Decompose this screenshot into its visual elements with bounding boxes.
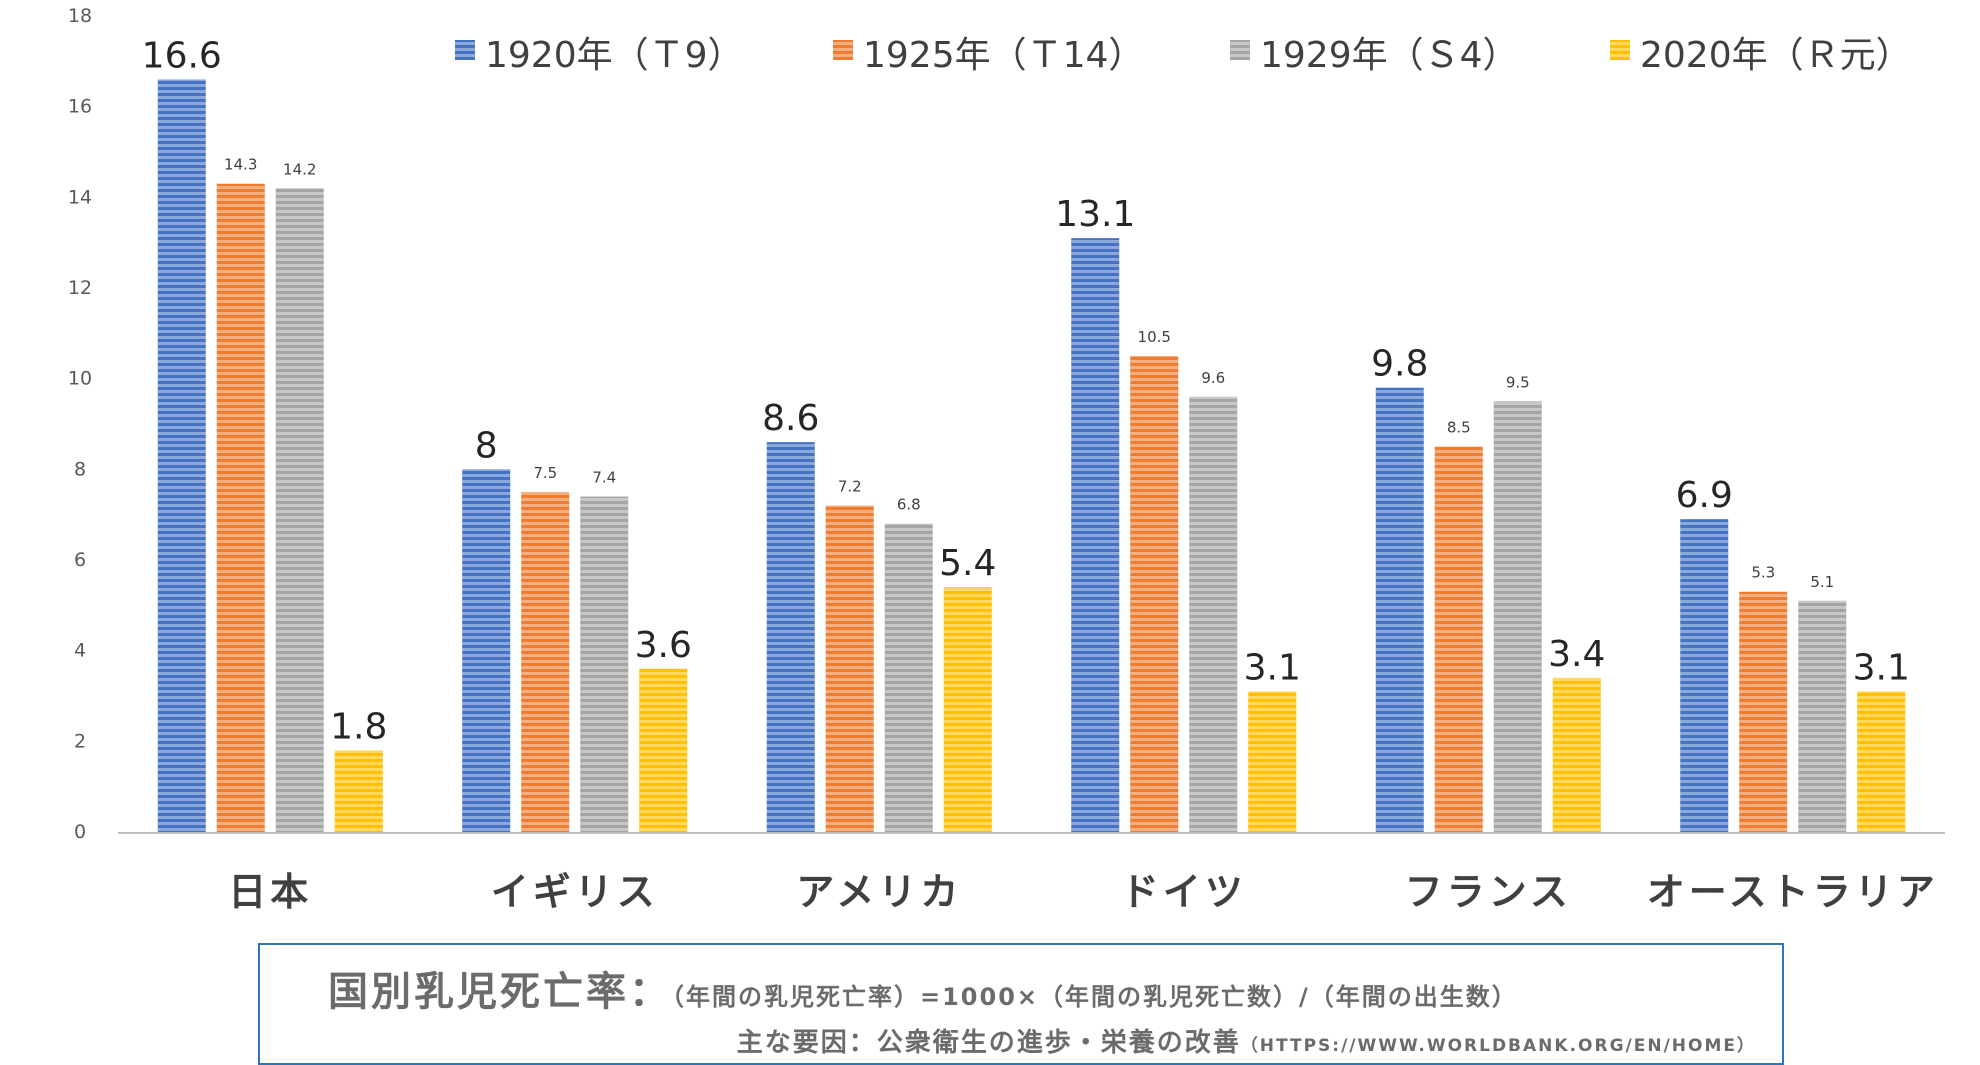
bar-stripe xyxy=(1552,677,1601,832)
bar-stripe xyxy=(462,469,511,832)
bar-stripe xyxy=(1434,446,1483,832)
bar-stripe xyxy=(1857,691,1906,832)
bars xyxy=(157,79,1906,833)
definition-note-box: 国別乳児死亡率：（年間の乳児死亡率）=1000×（年間の乳児死亡数）/（年間の出… xyxy=(258,943,1784,1065)
note-title: 国別乳児死亡率： xyxy=(328,969,672,1015)
y-tick-label: 18 xyxy=(68,5,92,27)
bar-stripe xyxy=(1798,600,1847,832)
data-label: 8.6 xyxy=(762,398,819,439)
bar-stripe xyxy=(334,750,383,832)
x-category-label: フランス xyxy=(1405,870,1572,914)
y-tick-label: 12 xyxy=(68,277,92,299)
bar-stripe xyxy=(1739,591,1788,832)
bar-stripe xyxy=(943,587,992,832)
data-label: 10.5 xyxy=(1138,328,1171,346)
note-factor: 主な要因：公衆衛生の進歩・栄養の改善 xyxy=(736,1028,1241,1058)
y-tick-label: 10 xyxy=(68,368,92,390)
x-category-label: 日本 xyxy=(228,870,312,914)
x-category-label: オーストラリア xyxy=(1647,870,1939,914)
note-line-1: 国別乳児死亡率：（年間の乳児死亡率）=1000×（年間の乳児死亡数）/（年間の出… xyxy=(328,959,1518,1017)
bar-stripe xyxy=(1189,396,1238,832)
bar-stripe xyxy=(275,188,324,832)
data-label: 8.5 xyxy=(1447,419,1471,437)
data-label: 9.8 xyxy=(1371,344,1428,385)
data-label: 6.9 xyxy=(1676,475,1733,516)
legend-swatch-stripe xyxy=(455,40,475,60)
y-tick-label: 16 xyxy=(68,96,92,118)
bar-chart: 0 2 4 6 8 10 12 14 16 18 16.6 14.3 14.2 1.8 8 7.5 7.4 3.… xyxy=(68,5,1945,914)
bar-stripe xyxy=(884,523,933,832)
y-axis: 0 2 4 6 8 10 12 14 16 18 xyxy=(68,5,92,843)
data-label: 7.4 xyxy=(592,469,616,487)
data-labels: 16.6 14.3 14.2 1.8 8 7.5 7.4 3.6 8.6 7.2 6.8 5.4 13.… xyxy=(142,35,1910,747)
legend-swatch-stripe xyxy=(1610,40,1630,60)
note-source-url: （HTTPS://WWW.WORLDBANK.ORG/EN/HOME） xyxy=(1240,1036,1756,1056)
data-label: 14.3 xyxy=(224,156,257,174)
y-tick-label: 0 xyxy=(74,821,86,843)
legend-swatch-stripe xyxy=(1230,40,1250,60)
data-label: 13.1 xyxy=(1055,194,1135,235)
data-label: 8 xyxy=(475,425,498,466)
legend-label: 1929年（Ｓ4） xyxy=(1260,35,1519,76)
data-label: 3.6 xyxy=(635,625,692,666)
note-formula: （年間の乳児死亡率）=1000×（年間の乳児死亡数）/（年間の出生数） xyxy=(672,983,1518,1011)
y-tick-label: 14 xyxy=(68,186,92,208)
data-label: 16.6 xyxy=(142,35,222,76)
data-label: 7.5 xyxy=(533,464,557,482)
x-category-label: ドイツ xyxy=(1121,870,1247,914)
legend-label: 1920年（Ｔ9） xyxy=(485,35,744,76)
x-category-label: アメリカ xyxy=(796,870,962,914)
data-label: 7.2 xyxy=(838,478,862,496)
bar-stripe xyxy=(1071,238,1120,833)
data-label: 5.4 xyxy=(939,543,996,584)
x-axis: 日本 イギリス アメリカ ドイツ フランス オーストラリア xyxy=(118,832,1945,914)
bar-stripe xyxy=(825,505,874,832)
bar-stripe xyxy=(521,492,570,832)
note-line-2: 主な要因：公衆衛生の進歩・栄養の改善（HTTPS://WWW.WORLDBANK… xyxy=(737,1022,1756,1059)
y-tick-label: 4 xyxy=(74,640,86,662)
data-label: 3.1 xyxy=(1244,647,1301,688)
data-label: 9.5 xyxy=(1506,373,1530,391)
y-tick-label: 8 xyxy=(74,458,86,480)
bar-stripe xyxy=(1375,387,1424,832)
data-label: 6.8 xyxy=(897,496,921,514)
legend: 1920年（Ｔ9） 1925年（Ｔ14） 1929年（Ｓ4） 2020年（Ｒ元） xyxy=(455,35,1912,76)
data-label: 5.1 xyxy=(1810,573,1834,591)
bar-stripe xyxy=(580,496,629,832)
legend-swatch-stripe xyxy=(833,40,853,60)
data-label: 3.4 xyxy=(1548,634,1605,675)
data-label: 5.3 xyxy=(1751,564,1775,582)
y-tick-label: 6 xyxy=(74,549,86,571)
bar-stripe xyxy=(1248,691,1297,832)
bar-stripe xyxy=(639,668,688,832)
data-label: 9.6 xyxy=(1201,369,1225,387)
legend-label: 2020年（Ｒ元） xyxy=(1640,35,1912,76)
bar-stripe xyxy=(216,183,265,832)
legend-label: 1925年（Ｔ14） xyxy=(863,35,1144,76)
bar-stripe xyxy=(1130,356,1179,832)
bar-stripe xyxy=(1680,519,1729,832)
data-label: 3.1 xyxy=(1853,647,1910,688)
data-label: 14.2 xyxy=(283,160,316,178)
bar-stripe xyxy=(1493,401,1542,832)
data-label: 1.8 xyxy=(330,706,387,747)
y-tick-label: 2 xyxy=(74,730,86,752)
bar-stripe xyxy=(157,79,206,832)
x-category-label: イギリス xyxy=(491,870,659,914)
bar-stripe xyxy=(766,442,815,832)
